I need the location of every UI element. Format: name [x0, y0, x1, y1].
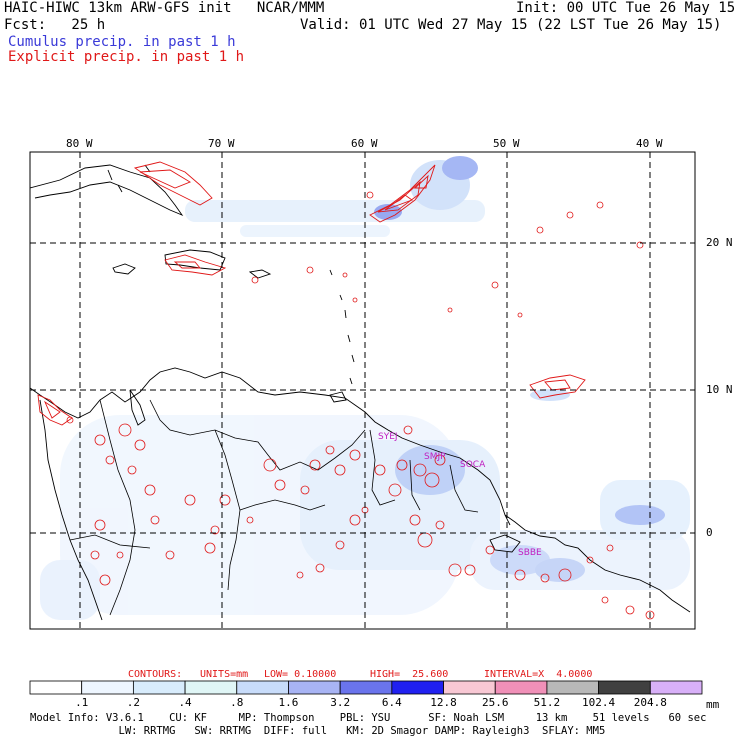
- colorbar-swatch: [649, 680, 703, 695]
- colorbar-tick-label: 25.6: [481, 696, 509, 709]
- map-frame: [29, 151, 696, 630]
- colorbar-swatch: [339, 680, 393, 695]
- lon-label-40w: 40 W: [636, 137, 663, 150]
- colorbar-swatch: [443, 680, 496, 695]
- colorbar-tick-label: 6.4: [381, 696, 402, 709]
- colorbar-tick-label: 102.4: [582, 696, 616, 709]
- colorbar-swatch: [494, 680, 548, 695]
- forecast-hour: Fcst: 25 h: [4, 17, 106, 33]
- colorbar-tick-label: .8: [230, 696, 244, 709]
- model-title: HAIC-HIWC 13km ARW-GFS init NCAR/MMM: [4, 0, 325, 16]
- colorbar-swatch: [236, 680, 289, 695]
- colorbar-swatch: [184, 680, 238, 695]
- colorbar-tick-label: 3.2: [330, 696, 351, 709]
- lat-label-10n: 10 N: [706, 383, 733, 396]
- colorbar-tick-label: .1: [75, 696, 89, 709]
- colorbar-swatch: [598, 680, 651, 695]
- colorbar-swatch: [288, 680, 341, 695]
- colorbar-swatch: [29, 680, 83, 695]
- valid-time: Valid: 01 UTC Wed 27 May 15 (22 LST Tue …: [300, 17, 722, 33]
- colorbar-tick-label: 12.8: [430, 696, 457, 709]
- cumulus-precip-field: [40, 156, 690, 620]
- colorbar-swatch: [81, 680, 134, 695]
- contours-units: UNITS=mm: [200, 669, 249, 680]
- colorbar-swatch: [391, 680, 444, 695]
- lat-label-20n: 20 N: [706, 236, 733, 249]
- init-time: Init: 00 UTC Tue 26 May 15: [516, 0, 736, 16]
- colorbar-tick-label: .4: [178, 696, 192, 709]
- colorbar-swatch: [546, 680, 600, 695]
- colorbar-unit: mm: [706, 698, 720, 711]
- station-soca: SOCA: [460, 460, 486, 470]
- station-sbbe: SBBE: [518, 548, 542, 558]
- country-borders: [69, 399, 479, 616]
- contours-low: LOW= 0.10000: [264, 669, 337, 680]
- station-syej: SYEJ: [378, 432, 398, 442]
- lon-label-60w: 60 W: [351, 137, 378, 150]
- scattered-convective-cells: [66, 191, 655, 620]
- colorbar-tick-label: .2: [126, 696, 140, 709]
- colorbar-tick-label: 51.2: [533, 696, 561, 709]
- explicit-precip-legend: Explicit precip. in past 1 h: [8, 49, 245, 65]
- lon-label-80w: 80 W: [66, 137, 93, 150]
- colorbar-tick-label: 204.8: [633, 696, 667, 709]
- lon-label-70w: 70 W: [208, 137, 235, 150]
- model-info-line1: Model Info: V3.6.1 CU: KF MP: Thompson P…: [30, 712, 707, 724]
- colorbar-tick-label: 1.6: [278, 696, 299, 709]
- contours-high: HIGH= 25.600: [370, 669, 449, 680]
- station-smjp: SMJP: [424, 452, 446, 462]
- lat-label-0: 0: [706, 526, 713, 539]
- cumulus-precip-legend: Cumulus precip. in past 1 h: [8, 34, 236, 50]
- coastlines: [30, 164, 691, 621]
- model-info-line2: LW: RRTMG SW: RRTMG DIFF: full KM: 2D Sm…: [30, 725, 606, 737]
- contours-label: CONTOURS:: [128, 669, 183, 680]
- lat-lon-grid: [30, 152, 695, 629]
- colorbar-swatch: [132, 680, 186, 695]
- lon-label-50w: 50 W: [493, 137, 520, 150]
- contours-interval: INTERVAL=X 4.0000: [484, 669, 593, 680]
